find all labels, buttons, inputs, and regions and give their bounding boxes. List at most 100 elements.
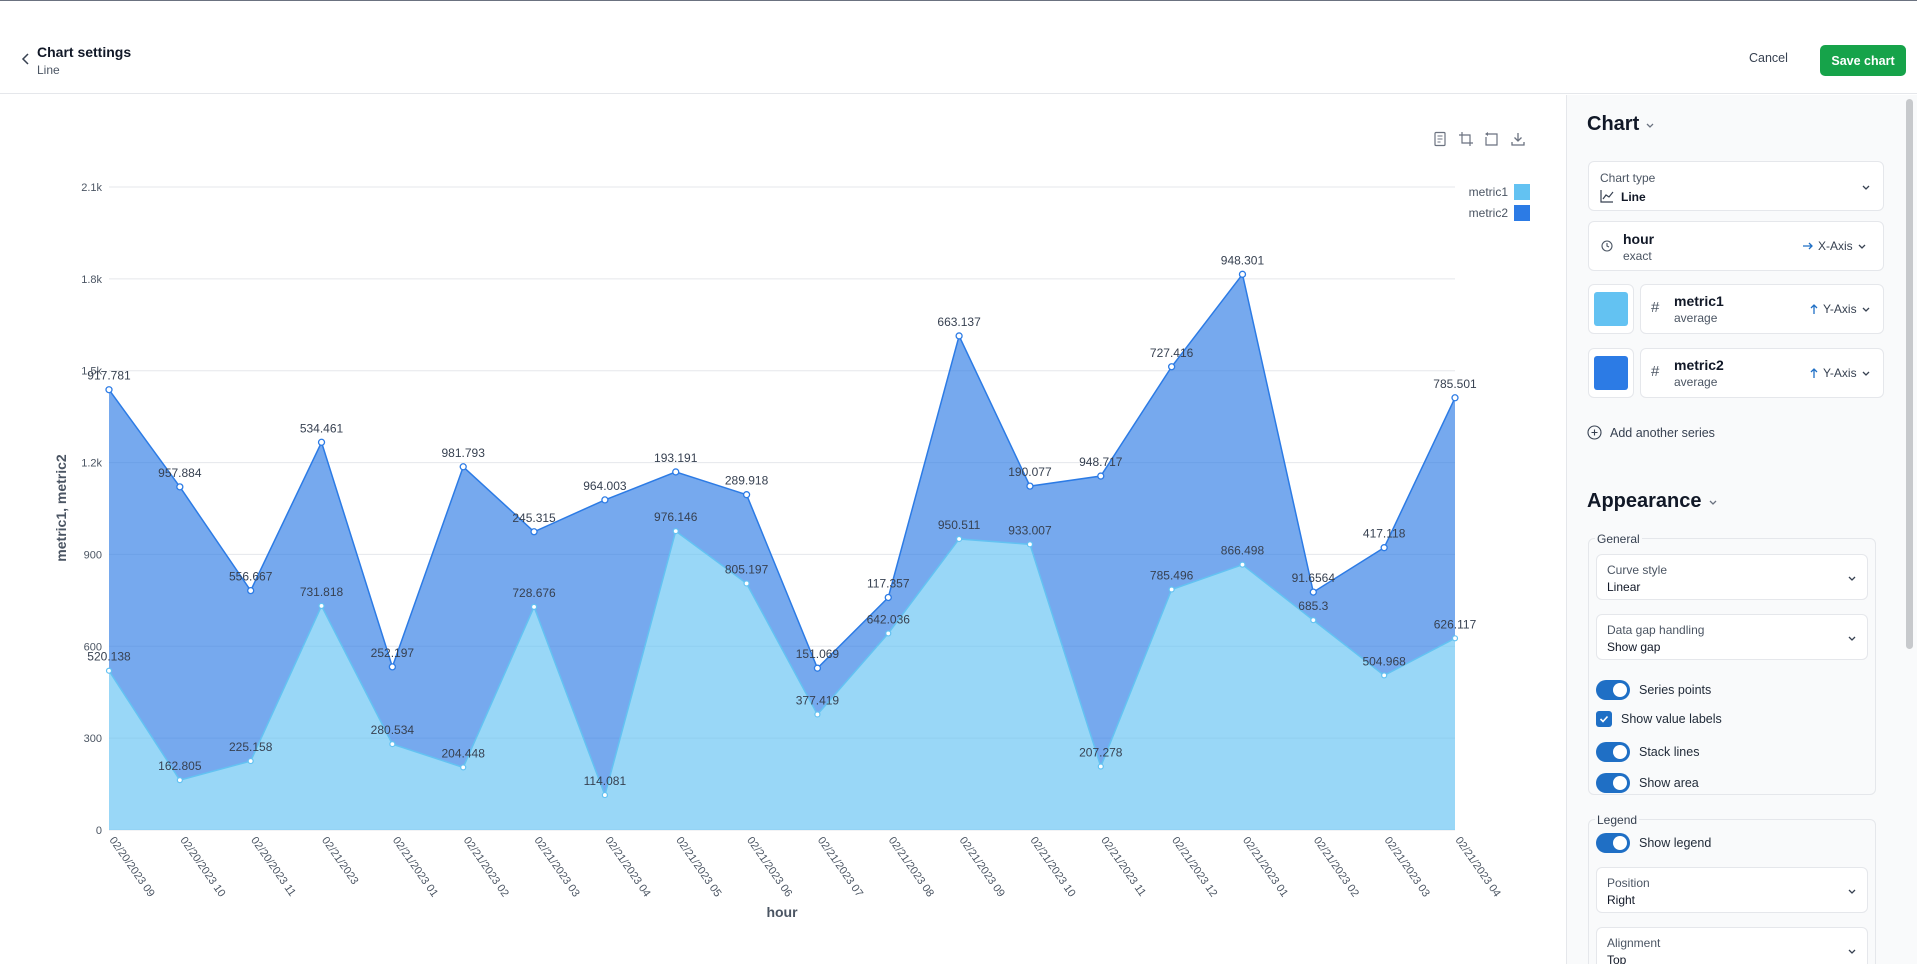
- value-label-metric1: 162.805: [158, 759, 202, 773]
- add-series-button[interactable]: Add another series: [1587, 425, 1715, 440]
- y-tick-label: 1.5k: [81, 366, 102, 378]
- curve-style-select[interactable]: Curve style Linear: [1596, 554, 1868, 600]
- series-points-toggle[interactable]: [1596, 680, 1630, 700]
- metric1-color-card[interactable]: [1588, 284, 1634, 334]
- back-chevron-icon[interactable]: [18, 51, 34, 67]
- chevron-down-icon: [1848, 889, 1856, 894]
- metric1-field[interactable]: # metric1 average Y-Axis: [1640, 284, 1884, 334]
- value-label-metric2: 663.137: [937, 315, 981, 329]
- value-label-metric2: 91.6564: [1292, 571, 1336, 585]
- chart-legend: metric1 metric2: [1440, 181, 1530, 223]
- y-tick-label: 600: [84, 641, 102, 653]
- value-label-metric1: 225.158: [229, 740, 273, 754]
- point-metric1: [885, 630, 892, 637]
- chart-type-select[interactable]: Chart type Line: [1588, 161, 1884, 211]
- value-label-metric2: 948.301: [1221, 253, 1265, 267]
- download-icon[interactable]: [1510, 131, 1526, 147]
- x-tick-label: 02/20/2023 09: [107, 835, 157, 900]
- chart-type-label: Chart type: [1600, 171, 1656, 185]
- add-series-label: Add another series: [1610, 425, 1715, 440]
- panel-scrollbar[interactable]: [1906, 99, 1913, 649]
- metric1-axis-selector[interactable]: Y-Axis: [1809, 302, 1871, 316]
- stack-lines-toggle[interactable]: [1596, 742, 1630, 762]
- point-metric2: [955, 332, 963, 340]
- point-metric2: [176, 483, 184, 491]
- metric2-color-card[interactable]: [1588, 348, 1634, 398]
- legend-alignment-select[interactable]: Alignment Top: [1596, 927, 1868, 964]
- appearance-section-header[interactable]: Appearance: [1587, 490, 1718, 513]
- value-label-metric2: 151.069: [796, 647, 840, 661]
- point-metric1: [1168, 586, 1175, 593]
- gap-handling-select[interactable]: Data gap handling Show gap: [1596, 614, 1868, 660]
- value-label-metric1: 685.3: [1298, 599, 1328, 613]
- crop-zoom-icon[interactable]: [1458, 131, 1474, 147]
- cancel-button[interactable]: Cancel: [1749, 51, 1788, 65]
- value-label-metric1: 377.419: [796, 693, 840, 707]
- show-legend-toggle-row[interactable]: Show legend: [1596, 833, 1711, 853]
- x-axis-selector[interactable]: X-Axis: [1802, 239, 1867, 253]
- point-metric1: [530, 603, 538, 610]
- area-metric1: [109, 531, 1455, 830]
- x-tick-label: 02/21/2023 11: [1098, 835, 1148, 899]
- x-tick-label: 02/21/2023: [319, 835, 360, 887]
- metric2-axis-selector[interactable]: Y-Axis: [1809, 366, 1871, 380]
- point-metric1: [1097, 763, 1104, 770]
- value-label-metric2: 948.717: [1079, 455, 1123, 469]
- show-legend-toggle[interactable]: [1596, 833, 1630, 853]
- x-tick-label: 02/20/2023 10: [177, 835, 227, 900]
- legend-position-select[interactable]: Position Right: [1596, 867, 1868, 913]
- value-label-metric2: 981.793: [442, 446, 486, 460]
- point-metric1: [956, 535, 963, 543]
- x-field-agg: exact: [1623, 249, 1652, 263]
- value-labels-checkbox[interactable]: [1596, 711, 1612, 727]
- series-points-toggle-row[interactable]: Series points: [1596, 680, 1711, 700]
- gap-handling-value: Show gap: [1607, 640, 1661, 654]
- y-tick-label: 900: [84, 549, 102, 561]
- legend-group-title: Legend: [1595, 813, 1640, 827]
- reset-zoom-icon[interactable]: [1484, 131, 1500, 147]
- y-tick-label: 1.8k: [81, 274, 102, 286]
- stack-lines-toggle-row[interactable]: Stack lines: [1596, 742, 1699, 762]
- general-group: General Curve style Linear Data gap hand…: [1588, 532, 1876, 795]
- metric2-color-swatch[interactable]: [1594, 356, 1628, 390]
- x-axis-field[interactable]: hour exact X-Axis: [1588, 221, 1884, 271]
- metric1-field-text: metric1 average: [1674, 293, 1724, 325]
- point-metric1: [460, 764, 467, 771]
- settings-panel: Chart Chart type Line hour exact X-Axis …: [1566, 95, 1917, 964]
- point-metric2: [105, 386, 113, 394]
- area-metric2: [109, 274, 1455, 796]
- show-area-toggle-row[interactable]: Show area: [1596, 773, 1699, 793]
- number-hash-icon: #: [1651, 299, 1660, 316]
- metric2-field[interactable]: # metric2 average Y-Axis: [1640, 348, 1884, 398]
- curve-style-value: Linear: [1607, 580, 1641, 594]
- show-area-toggle[interactable]: [1596, 773, 1630, 793]
- metric1-field-name: metric1: [1674, 293, 1724, 309]
- chart-section-header[interactable]: Chart: [1587, 113, 1655, 136]
- point-metric2: [1309, 588, 1317, 596]
- data-view-icon[interactable]: [1432, 131, 1448, 147]
- value-labels-checkbox-row[interactable]: Show value labels: [1596, 711, 1722, 727]
- save-chart-button[interactable]: Save chart: [1820, 45, 1906, 76]
- chevron-down-icon: [1862, 185, 1870, 190]
- value-label-metric1: 520.138: [87, 650, 131, 664]
- metric1-color-swatch[interactable]: [1594, 292, 1628, 326]
- value-label-metric2: 252.197: [371, 646, 415, 660]
- point-metric2: [388, 663, 397, 671]
- x-tick-label: 02/21/2023 03: [532, 835, 582, 900]
- value-label-metric1: 933.007: [1008, 523, 1052, 537]
- metric2-field-name: metric2: [1674, 357, 1724, 373]
- value-label-metric2: 785.501: [1433, 377, 1477, 391]
- point-metric1: [1310, 617, 1317, 624]
- chart-plot: 0 300 600 900 1.2k 1.5k 1.8k 2.1k 520.138 162.805…: [53, 182, 1503, 920]
- metric1-field-agg: average: [1674, 311, 1718, 325]
- chevron-down-icon: [1862, 307, 1870, 312]
- value-label-metric1: 976.146: [654, 510, 698, 524]
- point-metric2: [1026, 482, 1034, 490]
- value-label-metric2: 917.781: [87, 369, 131, 383]
- legend-item-metric1[interactable]: metric1: [1440, 181, 1530, 202]
- point-metric2: [459, 463, 467, 471]
- legend-item-metric2[interactable]: metric2: [1440, 202, 1530, 223]
- arrow-up-icon: [1810, 368, 1818, 378]
- point-metric1: [247, 757, 254, 765]
- point-metric1: [389, 741, 396, 748]
